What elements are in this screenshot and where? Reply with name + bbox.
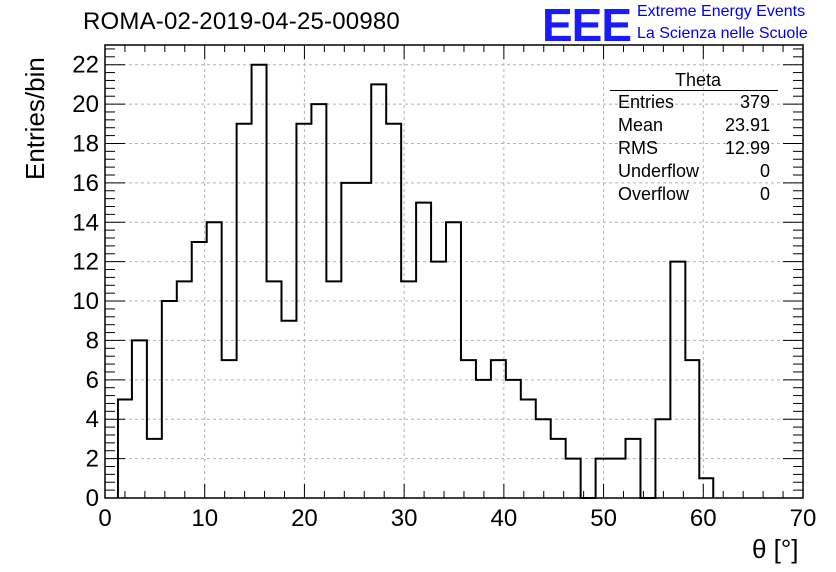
stats-value: 12.99	[724, 138, 770, 158]
y-tick-label: 12	[72, 249, 99, 276]
stats-row-overflow: Overflow 0	[610, 183, 778, 206]
stats-row-mean: Mean 23.91	[610, 114, 778, 137]
stats-label: Underflow	[618, 161, 700, 181]
y-axis-label: Entries/bin	[20, 57, 50, 180]
x-tick-label: 20	[291, 505, 318, 532]
run-title: ROMA-02-2019-04-25-00980	[83, 8, 400, 35]
y-tick-label: 20	[72, 91, 99, 118]
y-tick-label: 0	[86, 485, 99, 512]
x-tick-label: 10	[191, 505, 218, 532]
stats-value: 0	[759, 184, 770, 204]
y-tick-label: 16	[72, 170, 99, 197]
y-tick-label: 10	[72, 288, 99, 315]
y-tick-label: 4	[86, 406, 99, 433]
x-axis-label: θ [°]	[752, 534, 799, 564]
x-tick-label: 0	[98, 505, 111, 532]
y-tick-label: 8	[86, 327, 99, 354]
stats-label: Entries	[618, 92, 675, 112]
stats-label: RMS	[618, 138, 658, 158]
x-tick-label: 30	[391, 505, 418, 532]
stats-value: 379	[739, 92, 770, 112]
y-tick-label: 22	[72, 52, 99, 79]
x-tick-label: 70	[790, 505, 817, 532]
org-name-line2: La Scienza nelle Scuole	[637, 25, 808, 42]
stats-value: 23.91	[724, 115, 770, 135]
eee-logo: EEE	[542, 0, 632, 51]
plot-frame	[104, 44, 804, 499]
stats-label: Overflow	[618, 184, 690, 204]
stats-title: Theta	[610, 70, 778, 91]
y-tick-label: 18	[72, 130, 99, 157]
stats-row-rms: RMS 12.99	[610, 137, 778, 160]
x-tick-label: 40	[491, 505, 518, 532]
y-tick-label: 6	[86, 367, 99, 394]
stats-row-underflow: Underflow 0	[610, 160, 778, 183]
x-tick-label: 60	[690, 505, 717, 532]
x-tick-label: 50	[590, 505, 617, 532]
y-tick-label: 2	[86, 446, 99, 473]
y-tick-label: 14	[72, 209, 99, 236]
stats-value: 0	[759, 161, 770, 181]
stats-row-entries: Entries 379	[610, 91, 778, 114]
histogram-outline	[116, 63, 715, 499]
stats-label: Mean	[618, 115, 664, 135]
org-name-line1: Extreme Energy Events	[637, 3, 806, 20]
stats-box: Theta Entries 379 Mean 23.91 RMS 12.99 U…	[610, 70, 778, 206]
